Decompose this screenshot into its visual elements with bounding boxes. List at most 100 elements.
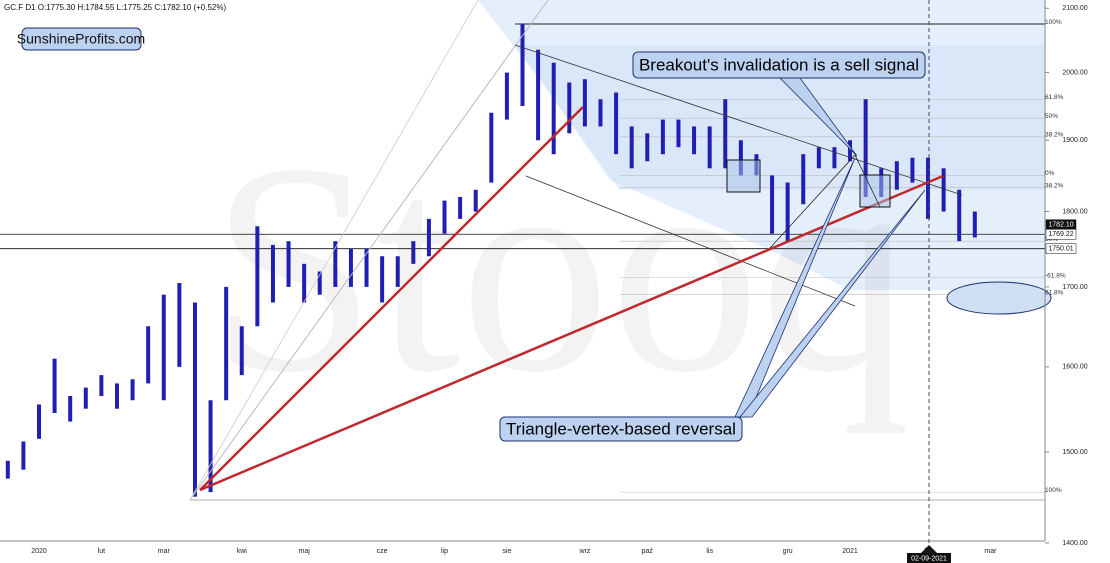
range-bar [114,383,119,409]
range-bar [411,241,416,264]
consolidation-box [859,174,891,208]
range-bar [629,126,634,169]
range-bar [286,241,291,287]
range-bar [36,404,41,439]
price-label: 1769.22 [1048,231,1073,238]
range-bar [177,283,182,367]
range-bar [801,154,806,205]
y-tick-label: 1600.00 [1062,364,1087,371]
support-line [199,106,584,491]
range-bar [364,248,369,287]
price-label: 1782.10 [1048,222,1073,229]
x-tick-label: cze [377,548,388,555]
range-bar [161,294,166,401]
grid [1045,7,1049,544]
range-bar [738,140,743,176]
brand: SunshineProfits.com [17,31,145,47]
cursor-marker [921,545,937,553]
range-bar [5,460,10,479]
range-bar [676,119,681,148]
x-tick-label: lut [924,548,931,555]
x-tick-label: gru [783,548,793,555]
y-tick-label: 1800.00 [1062,208,1087,215]
range-bar [255,226,260,327]
range-bar [785,182,790,242]
y-tick-label: 1900.00 [1062,137,1087,144]
range-bar [645,133,650,162]
range-bar [239,326,244,376]
x-tick-label: mar [158,548,171,555]
y-tick-label: 2100.00 [1062,5,1087,12]
range-bar [192,302,197,497]
range-bar [146,326,151,384]
callout-text: Breakout's invalidation is a sell signal [639,55,919,74]
range-bar [302,263,307,303]
header: GC.F D1 O:1775.30 H:1784.55 L:1775.25 C:… [4,3,226,12]
range-bar [941,168,946,212]
trend-line [514,44,963,196]
range-bar [536,49,541,141]
range-bar [910,157,915,183]
range-bar [660,119,665,155]
x-tick-label: wrz [578,548,590,555]
price-box [1045,243,1077,254]
range-bar [224,286,229,401]
x-tick-label: sie [502,548,511,555]
range-bar [504,72,509,120]
x-tick-label: lip [441,548,448,555]
range-bar [99,375,104,397]
fib-label: 38.2% [1045,131,1064,138]
range-bar [972,211,977,238]
triangle [769,154,881,249]
fan-line [189,0,479,501]
fib-label: 100% [1045,19,1062,26]
range-bar [582,79,587,127]
range-bar [832,147,837,169]
range-bar [83,387,88,409]
range-bar [770,175,775,234]
range-bar [520,24,525,106]
x-tick-label: 2021 [842,548,858,555]
range-bar [270,244,275,303]
fib-label: 38.2% [1045,182,1064,189]
labels: 2100.00 2000.00 1900.00 1800.00 1700.00 1600.… [31,5,1088,555]
range-bar [598,99,603,127]
range-bar [130,379,135,401]
range-bar [52,358,57,413]
fib-label: 61.8% [1045,94,1064,101]
support-line [199,174,944,492]
range-bar [957,189,962,242]
x-tick-label: lut [98,548,105,555]
y-tick-label: 1400.00 [1062,540,1087,547]
price-label: 1750.01 [1048,246,1073,253]
x-tick-label: kwi [237,548,248,555]
range-bar [848,140,853,162]
fib-label: -61.8% [1045,272,1066,279]
x-tick-label: lis [706,548,713,555]
range-bar [208,400,213,493]
range-bar [707,126,712,169]
range-bar [614,92,619,155]
range-bar [863,99,868,197]
y-tick-label: 1500.00 [1062,449,1087,456]
range-bar [489,112,494,183]
range-bar [21,441,26,470]
watermark: Stooq [210,102,910,435]
x-tick-label: paź [642,548,654,555]
fib-label: 50% [1045,113,1058,120]
fib-label: 0% [1045,170,1055,177]
range-bar [380,256,385,303]
callout-box [632,51,926,79]
range-bar [473,189,478,212]
consolidation-box [726,159,761,193]
range-bar [723,99,728,169]
range-bar [442,200,447,234]
target-ellipse [946,281,1052,315]
callout-text: Triangle-vertex-based reversal [506,419,736,438]
range-bar [894,161,899,190]
fib-label: 61.8% [1045,289,1064,296]
y-tick-label: 2000.00 [1062,69,1087,76]
callout-box [499,416,743,442]
brand-box [21,27,142,51]
